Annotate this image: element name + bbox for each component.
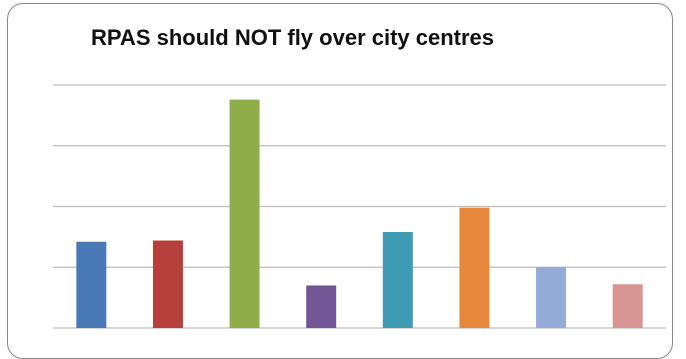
- bar-7: [536, 267, 567, 328]
- bar-4: [306, 285, 337, 328]
- bar-6: [459, 207, 490, 328]
- gridlines: [53, 84, 666, 329]
- chart-plot: [53, 84, 666, 329]
- bar-3: [229, 99, 260, 328]
- bars: [76, 99, 643, 328]
- bar-2: [152, 240, 183, 328]
- bar-1: [76, 241, 107, 328]
- bar-8: [612, 284, 643, 328]
- bar-5: [382, 232, 413, 328]
- chart-title: RPAS should NOT fly over city centres: [91, 25, 495, 50]
